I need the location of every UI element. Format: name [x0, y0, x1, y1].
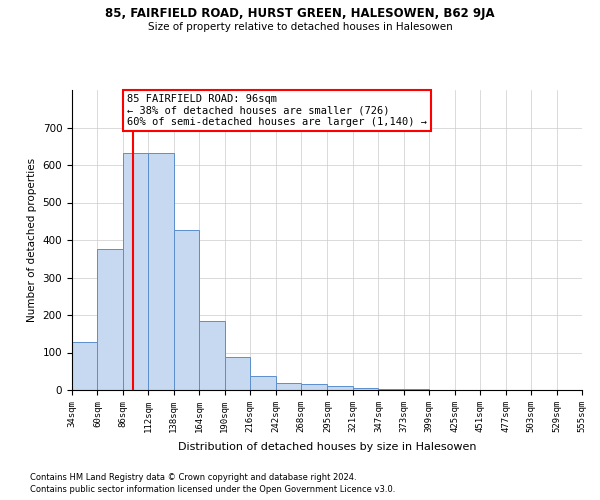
- Text: 85 FAIRFIELD ROAD: 96sqm
← 38% of detached houses are smaller (726)
60% of semi-: 85 FAIRFIELD ROAD: 96sqm ← 38% of detach…: [127, 94, 427, 127]
- Bar: [404, 389, 429, 390]
- Bar: [250, 376, 275, 390]
- Bar: [148, 153, 174, 390]
- Text: Contains public sector information licensed under the Open Government Licence v3: Contains public sector information licen…: [30, 485, 395, 494]
- Bar: [301, 384, 328, 390]
- Bar: [328, 386, 353, 390]
- Bar: [123, 153, 148, 390]
- Bar: [174, 230, 199, 390]
- Text: Size of property relative to detached houses in Halesowen: Size of property relative to detached ho…: [148, 22, 452, 32]
- Y-axis label: Number of detached properties: Number of detached properties: [27, 158, 37, 322]
- Bar: [97, 250, 123, 390]
- Text: 85, FAIRFIELD ROAD, HURST GREEN, HALESOWEN, B62 9JA: 85, FAIRFIELD ROAD, HURST GREEN, HALESOW…: [105, 8, 495, 20]
- Bar: [72, 342, 97, 390]
- Bar: [225, 357, 250, 390]
- Text: Contains HM Land Registry data © Crown copyright and database right 2024.: Contains HM Land Registry data © Crown c…: [30, 472, 356, 482]
- Bar: [199, 320, 225, 390]
- Bar: [379, 389, 404, 390]
- Bar: [353, 388, 379, 390]
- Bar: [275, 382, 301, 390]
- Text: Distribution of detached houses by size in Halesowen: Distribution of detached houses by size …: [178, 442, 476, 452]
